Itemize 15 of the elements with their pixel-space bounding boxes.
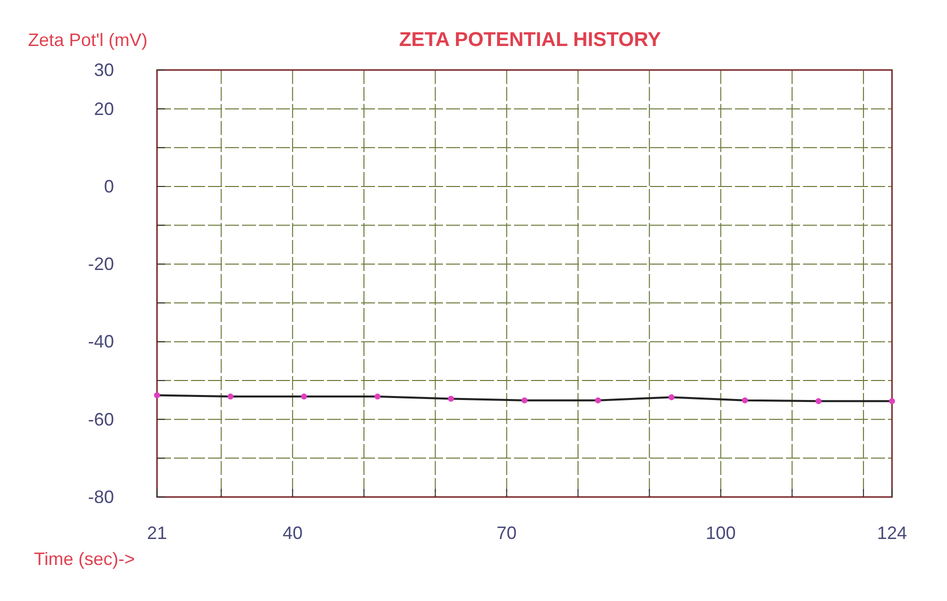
y-tick-label: -40 [88,332,114,352]
x-axis-title: Time (sec)-> [34,549,135,569]
y-tick-label: -20 [88,254,114,274]
y-tick-label: 20 [94,98,114,119]
y-tick-label: -60 [88,409,114,430]
x-tick-label: 70 [496,523,517,543]
x-tick-label: 124 [876,523,908,543]
chart-title: ZETA POTENTIAL HISTORY [399,29,662,51]
y-tick-label: -80 [88,487,114,507]
y-tick-label: 30 [94,60,114,80]
x-tick-label: 21 [146,523,168,543]
x-tick-label: 40 [282,523,303,543]
y-axis-title: Zeta Pot'l (mV) [28,30,148,50]
x-tick-label: 100 [706,523,736,543]
y-tick-label: 0 [104,176,114,196]
